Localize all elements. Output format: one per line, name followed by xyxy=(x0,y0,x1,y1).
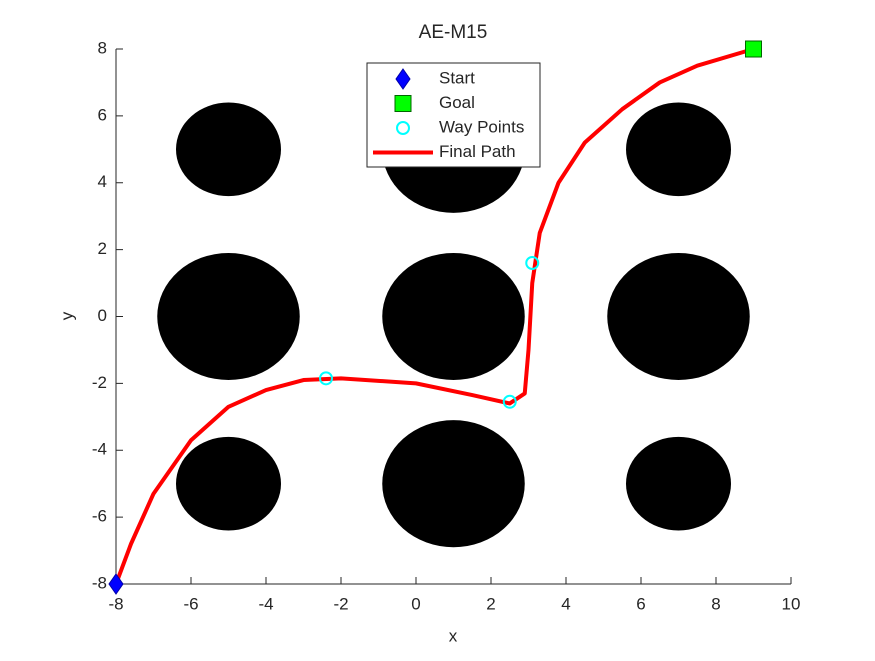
obstacle xyxy=(626,436,731,531)
x-tick-label: -8 xyxy=(108,594,123,613)
obstacle xyxy=(382,252,525,381)
marker xyxy=(319,371,333,386)
y-tick-label: -6 xyxy=(92,507,107,526)
marker xyxy=(502,394,517,409)
legend: Start Goal Way Points Final Path xyxy=(366,62,541,168)
x-tick-label: 8 xyxy=(711,594,720,613)
marker xyxy=(745,40,762,58)
marker xyxy=(525,256,540,270)
x-tick-label: 4 xyxy=(561,594,570,613)
y-tick-label: 6 xyxy=(98,105,107,124)
y-tick-label: 2 xyxy=(98,239,107,258)
legend-box xyxy=(366,62,541,168)
y-axis-label: y xyxy=(57,311,76,320)
obstacle xyxy=(607,252,750,381)
y-tick-label: 8 xyxy=(98,38,107,57)
x-axis-label: x xyxy=(449,626,458,645)
legend-label: Start xyxy=(439,68,475,87)
legend-swatch xyxy=(394,95,412,112)
legend-swatch xyxy=(396,121,410,135)
y-tick-label: -4 xyxy=(92,440,107,459)
y-tick-label: -2 xyxy=(92,373,107,392)
x-tick-label: -6 xyxy=(183,594,198,613)
y-tick-label: 0 xyxy=(98,306,107,325)
legend-label: Way Points xyxy=(439,117,524,136)
obstacle xyxy=(626,102,731,197)
y-tick-label: -8 xyxy=(92,573,107,592)
obstacle xyxy=(157,252,300,381)
x-tick-label: 2 xyxy=(486,594,495,613)
y-tick-label: 4 xyxy=(98,172,107,191)
x-tick-label: -4 xyxy=(258,594,273,613)
obstacle xyxy=(176,102,281,197)
x-tick-label: -2 xyxy=(333,594,348,613)
obstacle xyxy=(382,420,525,548)
marker xyxy=(108,573,124,595)
x-tick-label: 6 xyxy=(636,594,645,613)
chart-title: AE-M15 xyxy=(419,22,488,43)
obstacle xyxy=(176,436,281,531)
x-tick-label: 0 xyxy=(411,594,420,613)
final-path xyxy=(114,47,755,585)
legend-swatch xyxy=(395,68,411,90)
legend-label: Goal xyxy=(439,93,475,112)
x-tick-label: 10 xyxy=(782,594,801,613)
legend-label: Final Path xyxy=(439,142,516,161)
